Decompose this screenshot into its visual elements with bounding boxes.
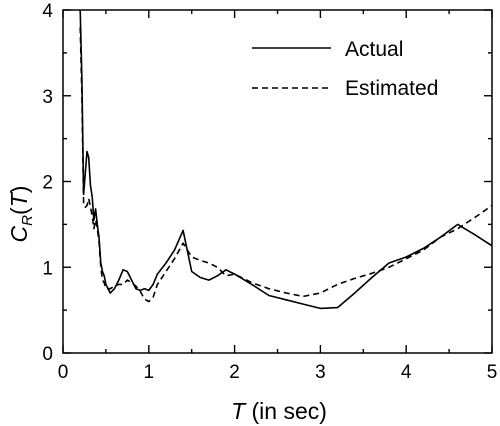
- legend-label-actual: Actual: [345, 38, 403, 61]
- x-axis-label-symbol: T: [231, 398, 247, 424]
- x-axis-label: T (in sec): [231, 398, 327, 424]
- x-tick-label: 4: [401, 362, 412, 383]
- series-line-estimated: [79, 27, 493, 303]
- series-line-actual: [79, 9, 493, 310]
- y-tick-label: 3: [42, 87, 53, 108]
- plot-frame: [62, 9, 493, 354]
- x-axis-label-rest: (in sec): [245, 398, 327, 424]
- x-tick-label: 1: [144, 362, 155, 383]
- y-axis-label-main: C: [6, 225, 32, 242]
- x-tick-label: 2: [229, 362, 240, 383]
- y-axis-label: CR(T): [6, 186, 36, 243]
- series-layer: [79, 9, 493, 310]
- y-tick-label: 1: [42, 258, 53, 279]
- ticks-layer: [62, 9, 493, 354]
- legend: Actual Estimated: [252, 38, 438, 100]
- legend-label-estimated: Estimated: [345, 77, 438, 100]
- x-tick-label: 5: [487, 362, 498, 383]
- y-tick-label: 4: [42, 1, 53, 22]
- y-axis-label-open: (: [6, 207, 32, 215]
- y-tick-label: 0: [42, 344, 53, 365]
- y-axis-label-arg: T: [6, 191, 32, 207]
- x-tick-label: 0: [58, 362, 69, 383]
- y-axis-label-close: ): [6, 186, 32, 194]
- y-axis-label-subscript: R: [19, 215, 36, 226]
- tick-labels-layer: 0 1 2 3 4 5 0 1 2 3 4: [42, 1, 497, 383]
- y-tick-label: 2: [42, 173, 53, 194]
- x-tick-label: 3: [315, 362, 326, 383]
